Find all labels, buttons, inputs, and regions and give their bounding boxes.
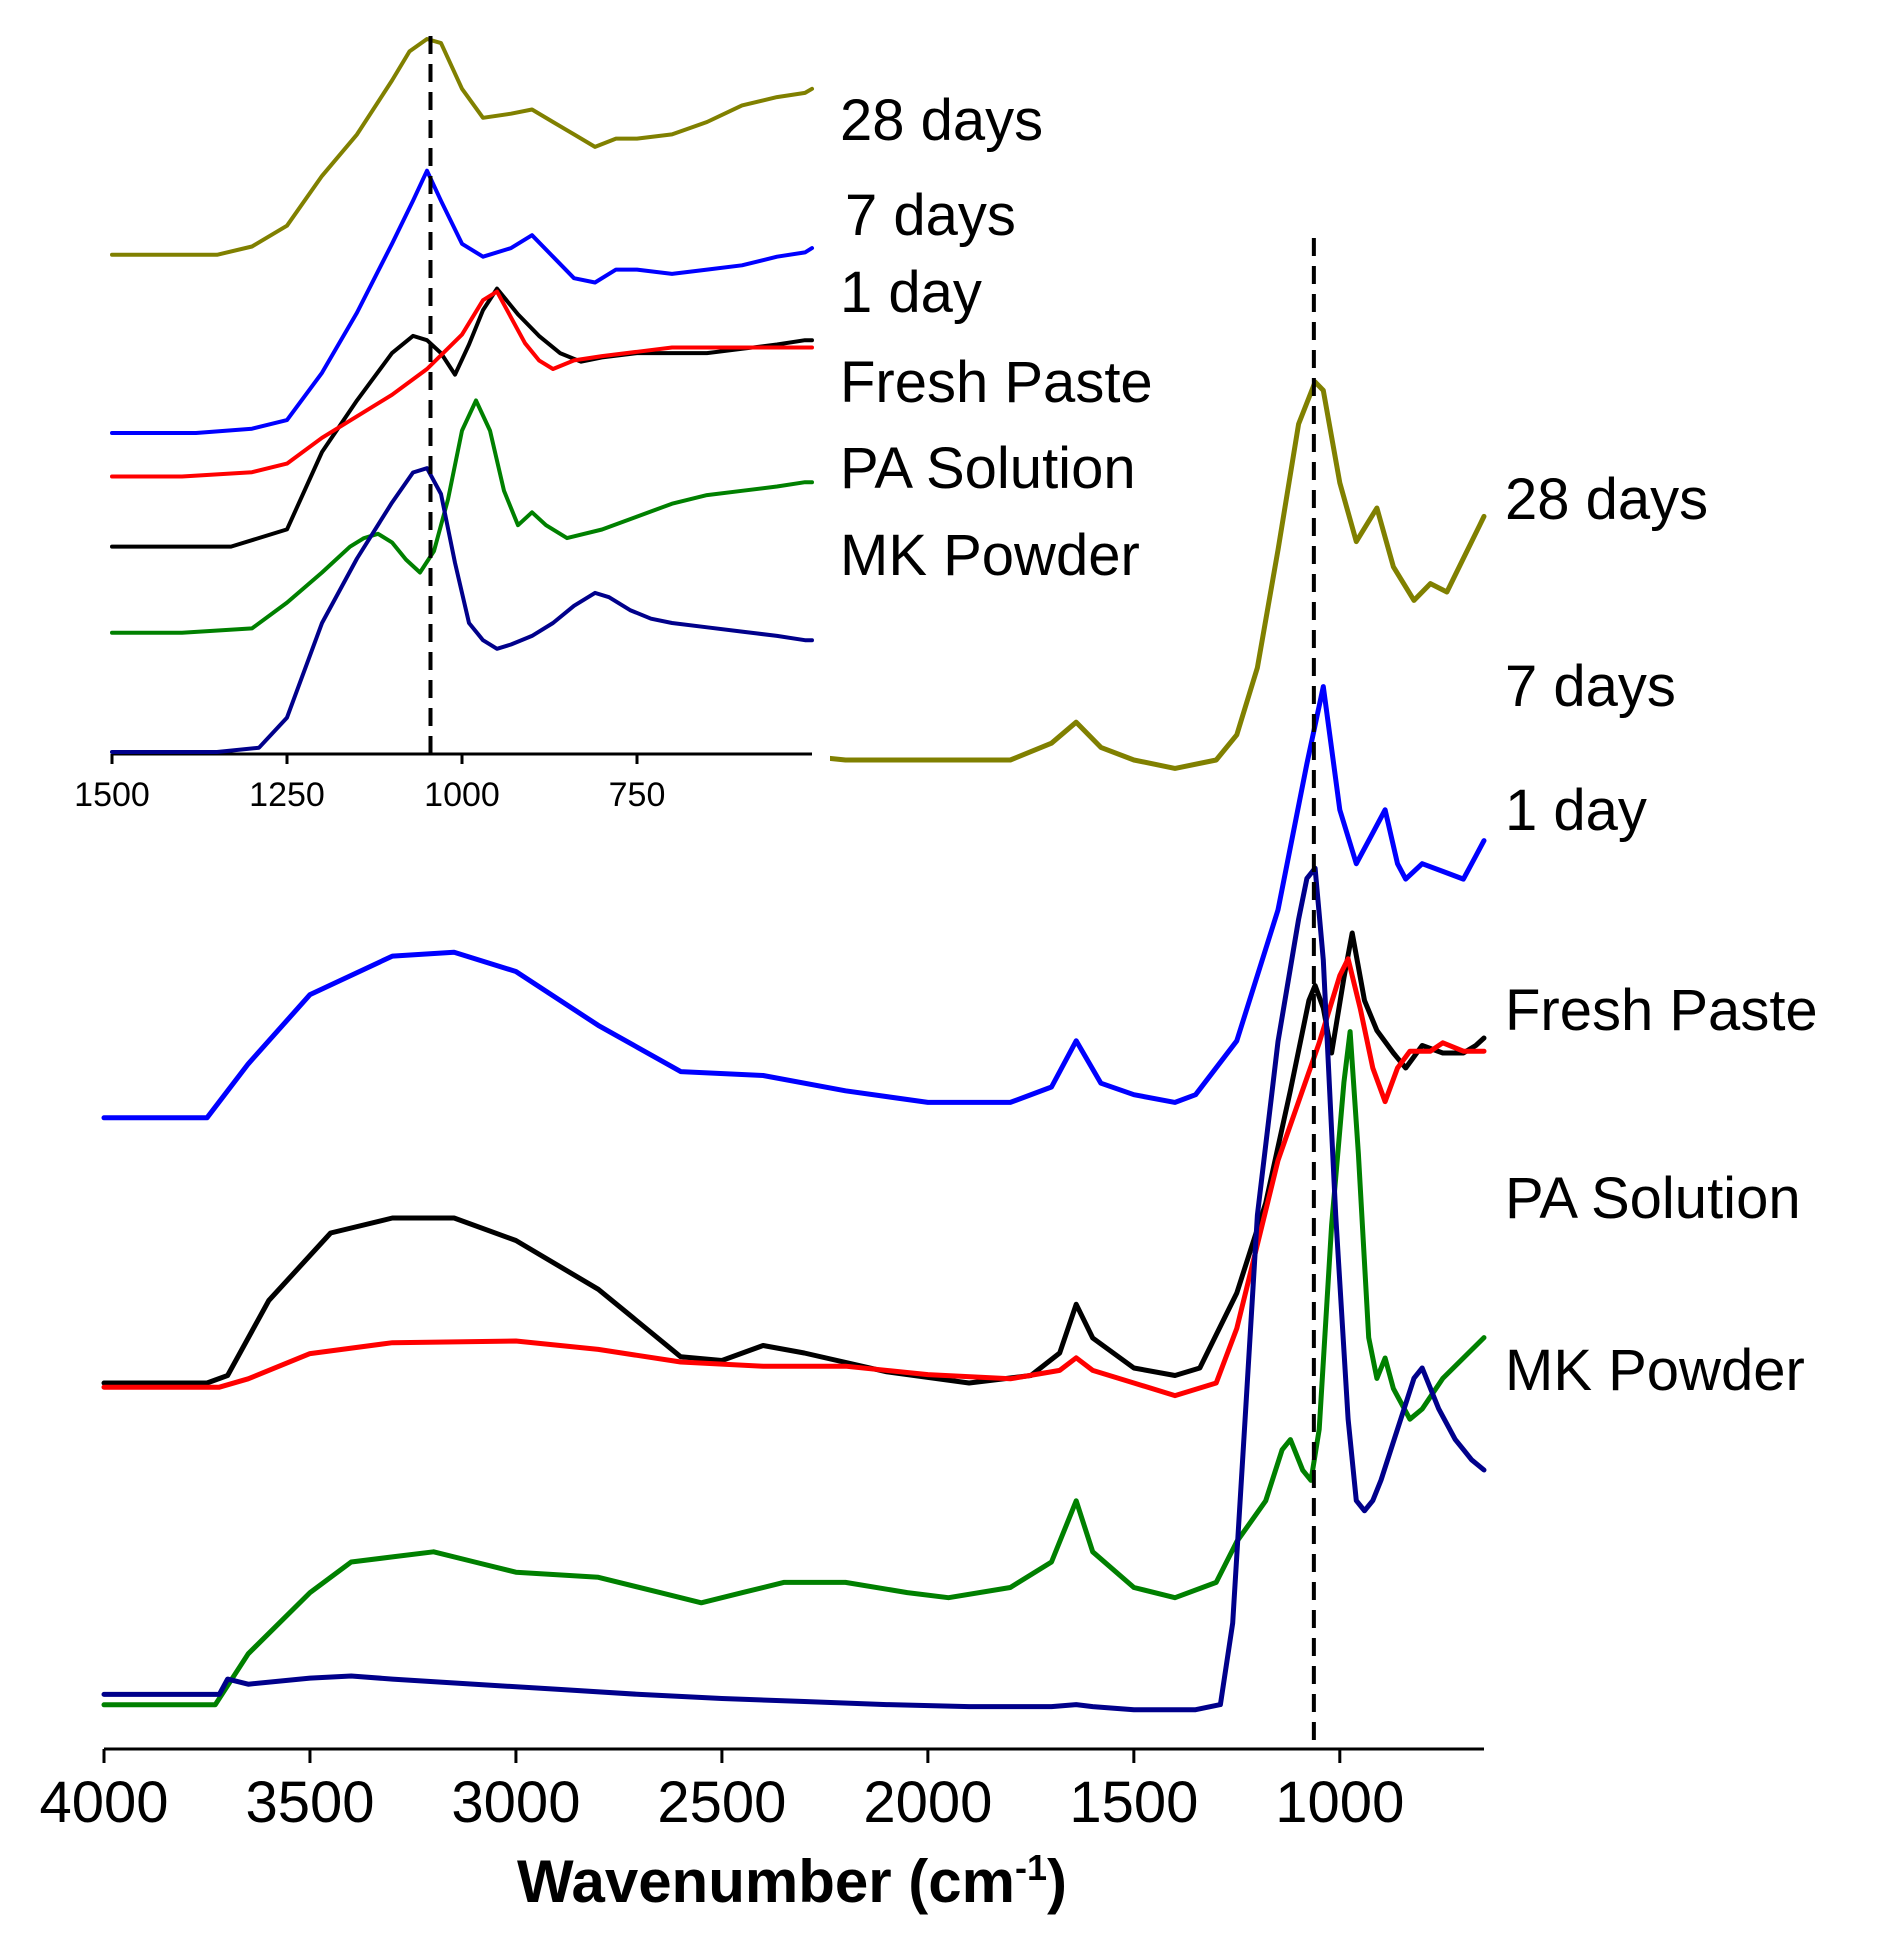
main-tick-label-2500: 2500 bbox=[657, 1770, 786, 1835]
main-tick-label-3500: 3500 bbox=[245, 1770, 374, 1835]
inset-tick-label-1500: 1500 bbox=[74, 776, 150, 814]
inset-plot: 1500 1250 1000 750 28 days 7 days 1 day Fre… bbox=[60, 20, 1153, 820]
main-label-fresh-paste: Fresh Paste bbox=[1505, 978, 1818, 1043]
inset-tick-label-1000: 1000 bbox=[424, 776, 500, 814]
main-series-pa-solution bbox=[101, 1029, 1487, 1708]
main-tick-label-4000: 4000 bbox=[39, 1770, 168, 1835]
inset-series-7-days bbox=[110, 168, 814, 435]
main-x-axis-title: Wavenumber (cm-1) bbox=[517, 1847, 1067, 1915]
inset-series-1-day bbox=[110, 286, 814, 549]
main-plot: 4000 3500 3000 2500 2000 1500 1000 Wavenumber … bbox=[39, 238, 1818, 1915]
inset-series-pa-solution bbox=[110, 398, 814, 635]
inset-series-28-days bbox=[110, 37, 814, 257]
main-series-1-day bbox=[101, 930, 1487, 1386]
main-series-fresh-paste bbox=[101, 956, 1487, 1399]
main-tick-label-2000: 2000 bbox=[863, 1770, 992, 1835]
inset-series-mk-powder bbox=[110, 466, 814, 754]
inset-label-pa-solution: PA Solution bbox=[840, 436, 1136, 501]
main-series-labels: 28 days 7 days 1 day Fresh Paste PA Solu… bbox=[1505, 467, 1818, 1403]
main-tick-label-3000: 3000 bbox=[451, 1770, 580, 1835]
main-series-mk-powder bbox=[101, 865, 1487, 1713]
inset-label-7-days: 7 days bbox=[845, 183, 1016, 248]
main-label-7-days: 7 days bbox=[1505, 654, 1676, 719]
inset-series-labels: 28 days 7 days 1 day Fresh Paste PA Solu… bbox=[840, 88, 1153, 588]
main-tick-label-1000: 1000 bbox=[1275, 1770, 1404, 1835]
inset-label-mk-powder: MK Powder bbox=[840, 523, 1140, 588]
inset-series-fresh-paste bbox=[110, 289, 814, 479]
inset-label-28-days: 28 days bbox=[840, 88, 1043, 153]
inset-tick-label-750: 750 bbox=[609, 776, 666, 814]
main-traces bbox=[101, 379, 1487, 1713]
inset-x-ticks: 1500 1250 1000 750 bbox=[74, 754, 665, 814]
inset-background bbox=[60, 20, 830, 820]
inset-label-1-day: 1 day bbox=[840, 260, 982, 325]
main-series-7-days bbox=[101, 684, 1487, 1121]
main-label-1-day: 1 day bbox=[1505, 778, 1647, 843]
inset-label-fresh-paste: Fresh Paste bbox=[840, 350, 1153, 415]
main-label-pa-solution: PA Solution bbox=[1505, 1166, 1801, 1231]
inset-traces bbox=[110, 37, 814, 754]
inset-tick-label-1250: 1250 bbox=[249, 776, 325, 814]
main-label-28-days: 28 days bbox=[1505, 467, 1708, 532]
main-tick-label-1500: 1500 bbox=[1069, 1770, 1198, 1835]
main-label-mk-powder: MK Powder bbox=[1505, 1338, 1805, 1403]
main-x-ticks: 4000 3500 3000 2500 2000 1500 1000 bbox=[39, 1749, 1404, 1835]
